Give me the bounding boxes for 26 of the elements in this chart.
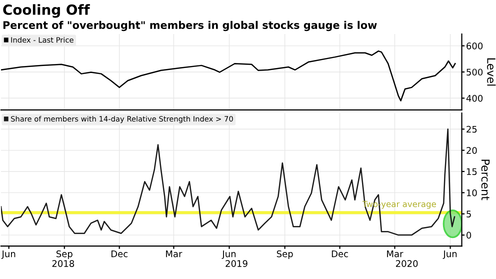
x-tick-label: Mar <box>166 250 182 258</box>
y-tick-label: 400 <box>466 94 483 102</box>
x-tick-label: Sep <box>56 250 72 259</box>
x-tick-label: Jun <box>1 250 16 259</box>
y-tick-label: 500 <box>466 68 483 76</box>
y-tick-label: 20 <box>466 147 477 154</box>
y-axis-title: Percent <box>481 160 490 200</box>
x2-tick-label: 2020 <box>396 260 418 267</box>
x-tick-label: Jun <box>442 250 457 259</box>
y-tick-label: 5 <box>466 210 471 218</box>
y-tick-label: 600 <box>466 42 483 50</box>
x-tick-label: Dec <box>112 250 128 258</box>
y-tick-label: 10 <box>466 189 477 196</box>
x2-tick-label: 2019 <box>226 260 248 267</box>
chart-title: Cooling Off <box>3 4 90 18</box>
y-axis-title: Level <box>487 58 496 86</box>
x-tick-label: Jun <box>222 250 236 259</box>
x-tick-label: Dec <box>332 250 348 258</box>
chart-subtitle: Percent of "overbought" members in global stocks gauge is low <box>3 20 377 32</box>
y-tick-label: 0 <box>466 232 472 239</box>
y-tick-label: 15 <box>466 168 477 176</box>
x2-tick-label: 2018 <box>52 260 74 267</box>
y-tick-label: 25 <box>466 126 477 133</box>
line-series <box>0 50 456 102</box>
x-tick-label: Mar <box>387 250 404 258</box>
x-tick-label: Sep <box>276 250 293 259</box>
